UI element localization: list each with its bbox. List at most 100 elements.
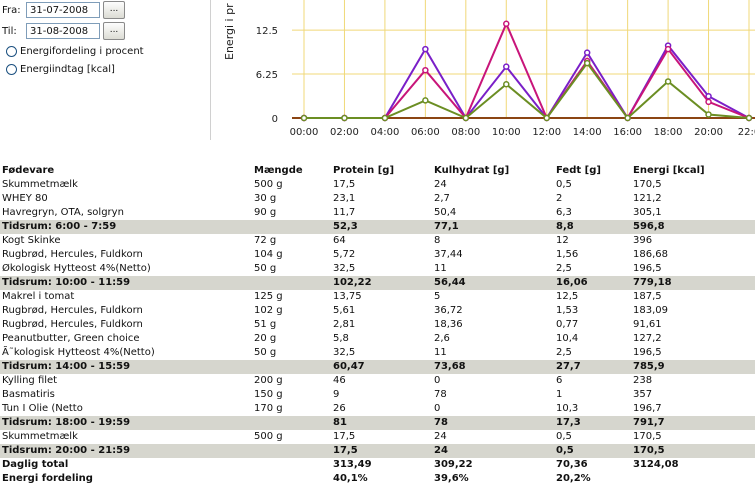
table-row: Rugbrød, Hercules, Fuldkorn 104 g 5,72 37,4…	[0, 248, 755, 262]
cell-amount: 102 g	[254, 305, 283, 316]
data-point	[583, 59, 591, 67]
cell-protein: 2,81	[333, 319, 356, 330]
to-date-input[interactable]: 31-08-2008	[26, 23, 100, 39]
cell-carbs: 309,22	[434, 459, 473, 470]
data-point	[543, 114, 550, 122]
from-date-input[interactable]: 31-07-2008	[26, 2, 100, 18]
cell-amount: 30 g	[254, 193, 277, 204]
x-tick-label: 18:00	[654, 127, 683, 138]
total-row: Daglig total 313,49 309,22 70,36 3124,08	[0, 458, 755, 472]
cell-food: Skummetmælk	[2, 431, 78, 442]
y-axis-label: Energi i pr	[223, 3, 236, 60]
table-row: Skummetmælk 500 g 17,5 24 0,5 170,5	[0, 430, 755, 444]
data-point	[664, 78, 672, 85]
cell-energy: 170,5	[631, 444, 755, 458]
cell-amount: 170 g	[254, 403, 283, 414]
data-point	[705, 98, 712, 106]
cell-fat: 8,8	[554, 220, 631, 234]
x-tick-label: 16:00	[613, 127, 642, 138]
cell-energy: 238	[633, 375, 653, 386]
col-header-food: Fødevare	[2, 165, 55, 176]
subtotal-row: Tidsrum: 20:00 - 21:59 17,5 24 0,5 170,5	[0, 444, 755, 458]
cell-protein: 81	[331, 416, 432, 430]
cell-protein: 64	[333, 235, 346, 246]
cell-energy: 196,5	[633, 347, 662, 358]
cell-amount: 90 g	[254, 207, 277, 218]
cell-carbs: 36,72	[434, 305, 463, 316]
table-row: Ã˜kologisk Hytteost 4%(Netto) 50 g 32,5 11 2…	[0, 346, 755, 360]
food-table-body: Skummetmælk 500 g 17,5 24 0,5 170,5 WHEY 80 30 …	[0, 178, 755, 486]
table-row: WHEY 80 30 g 23,1 2,7 2 121,2	[0, 192, 755, 206]
x-tick-label: 22:0	[738, 127, 755, 138]
cell-energy: 183,09	[633, 305, 668, 316]
subtotal-row: Tidsrum: 18:00 - 19:59 81 78 17,3 791,7	[0, 416, 755, 430]
cell-food: Tidsrum: 20:00 - 21:59	[0, 444, 252, 458]
cell-fat: 0,77	[556, 319, 579, 330]
cell-protein: 102,22	[331, 276, 432, 290]
cell-protein: 17,5	[333, 431, 356, 442]
cell-amount: 20 g	[254, 333, 277, 344]
cell-carbs: 56,44	[432, 276, 554, 290]
cell-carbs: 0	[434, 403, 441, 414]
cell-protein: 60,47	[331, 360, 432, 374]
cell-amount	[252, 444, 331, 458]
cell-amount: 104 g	[254, 249, 283, 260]
cell-fat: 20,2%	[556, 473, 591, 484]
radio-circle-icon[interactable]	[6, 46, 17, 57]
data-point	[381, 114, 389, 122]
cell-carbs: 24	[434, 431, 447, 442]
data-point	[583, 49, 591, 56]
table-row: Havregryn, OTA, solgryn 90 g 11,7 50,4 6,3 30…	[0, 206, 755, 220]
data-point	[624, 114, 631, 122]
series-line	[304, 21, 750, 121]
cell-food: Kylling filet	[2, 375, 58, 386]
cell-fat: 0,5	[556, 179, 572, 190]
cell-energy: 357	[633, 389, 653, 400]
cell-fat: 17,3	[554, 416, 631, 430]
series-line	[304, 43, 750, 120]
radio-circle-icon[interactable]	[6, 64, 17, 75]
cell-carbs: 24	[434, 179, 447, 190]
data-point	[503, 81, 510, 88]
subtotal-row: Tidsrum: 10:00 - 11:59 102,22 56,44 16,06 77…	[0, 276, 755, 290]
cell-energy: 785,9	[631, 360, 755, 374]
table-row: Tun I Olie (Netto 170 g 26 0 10,3 196,7	[0, 402, 755, 416]
x-tick-label: 08:00	[451, 127, 480, 138]
data-point	[422, 45, 429, 53]
x-tick-label: 20:00	[694, 127, 723, 138]
cell-amount	[252, 458, 331, 472]
col-header-carbs: Kulhydrat [g]	[434, 165, 510, 176]
cell-food: Basmatiris	[2, 389, 55, 400]
cell-amount: 150 g	[254, 389, 283, 400]
cell-food: Tidsrum: 10:00 - 11:59	[0, 276, 252, 290]
cell-food: Økologisk Hytteost 4%(Netto)	[2, 263, 151, 274]
from-date-picker-button[interactable]: ...	[103, 1, 125, 19]
table-row: Rugbrød, Hercules, Fuldkorn 102 g 5,61 36,7…	[0, 304, 755, 318]
cell-protein: 26	[333, 403, 346, 414]
cell-amount: 72 g	[254, 235, 277, 246]
table-row: Skummetmælk 500 g 17,5 24 0,5 170,5	[0, 178, 755, 192]
cell-food: Ã˜kologisk Hytteost 4%(Netto)	[2, 347, 155, 358]
cell-food: Tidsrum: 6:00 - 7:59	[0, 220, 252, 234]
radio-energy-percent[interactable]: Energifordeling i procent	[6, 46, 144, 57]
x-tick-label: 10:00	[492, 127, 521, 138]
energy-chart: 0 6.25 12.5 00:00 02:00 04:00 06:00 08:00 10:00 1…	[223, 0, 755, 138]
cell-protein: 9	[333, 389, 340, 400]
cell-carbs: 50,4	[434, 207, 457, 218]
cell-fat: 6	[556, 375, 563, 386]
cell-food: Rugbrød, Hercules, Fuldkorn	[2, 319, 143, 330]
cell-food: Kogt Skinke	[2, 235, 61, 246]
cell-carbs: 8	[434, 235, 441, 246]
cell-protein: 13,75	[333, 291, 362, 302]
y-tick-label: 0	[272, 114, 278, 125]
cell-fat: 10,4	[556, 333, 579, 344]
cell-amount	[252, 416, 331, 430]
cell-protein: 17,5	[333, 179, 356, 190]
cell-carbs: 24	[432, 444, 554, 458]
cell-carbs: 18,36	[434, 319, 463, 330]
cell-fat: 1,56	[556, 249, 579, 260]
total-row: Energi fordeling 40,1% 39,6% 20,2%	[0, 472, 755, 486]
cell-amount	[252, 360, 331, 374]
radio-energy-kcal[interactable]: Energiindtag [kcal]	[6, 64, 115, 75]
to-date-picker-button[interactable]: ...	[103, 22, 125, 40]
